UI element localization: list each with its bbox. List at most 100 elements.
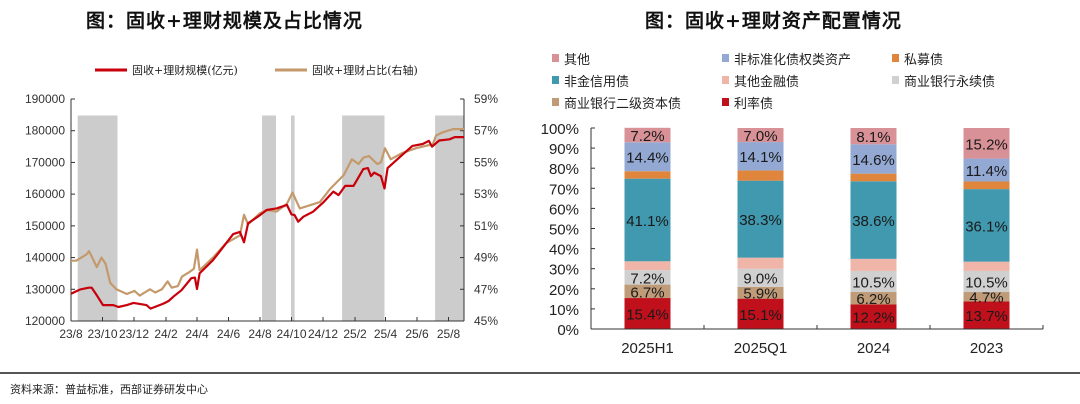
y-tick-label: 40%	[549, 242, 579, 259]
left-chart-title: 图：固收+理财规模及占比情况	[86, 10, 363, 32]
legend-swatch	[722, 54, 729, 62]
data-label: 9.0%	[743, 271, 777, 288]
shaded-period	[77, 115, 118, 322]
bar-segment	[624, 178, 671, 262]
bar-segment	[624, 142, 671, 172]
shaded-period	[435, 115, 464, 322]
data-label: 41.1%	[626, 213, 669, 230]
source-note: 资料来源：普益标准，西部证券研发中心	[10, 383, 208, 396]
data-label: 36.1%	[965, 218, 1008, 235]
y-tick-label: 0%	[557, 322, 579, 339]
x-tick-label: 25/6	[405, 327, 429, 341]
right-y-tick-label: 53%	[474, 187, 498, 201]
legend-label: 非金信用债	[564, 74, 629, 90]
data-label: 6.2%	[856, 291, 890, 308]
data-label: 14.6%	[852, 152, 895, 169]
legend-label: 私募债	[904, 53, 943, 68]
scale-series-line	[70, 136, 464, 310]
bar-segment	[624, 261, 671, 271]
bar-segment	[963, 181, 1010, 190]
bar-segment	[850, 128, 897, 145]
category-label: 2024	[857, 340, 890, 357]
legend-label: 固收+理财规模(亿元)	[132, 63, 238, 77]
left-y-tick-label: 140000	[25, 251, 65, 265]
right-y-tick-label: 47%	[474, 282, 498, 296]
legend-swatch	[552, 76, 559, 84]
legend-label: 非标准化债权类资产	[734, 52, 851, 68]
legend-label: 商业银行二级资本债	[564, 97, 681, 112]
x-tick-label: 24/12	[308, 327, 338, 341]
left-y-tick-label: 130000	[25, 282, 65, 296]
bar-segment	[737, 257, 784, 269]
y-tick-label: 10%	[549, 302, 579, 319]
y-tick-label: 90%	[549, 141, 579, 158]
right-y-tick-label: 57%	[474, 124, 498, 138]
shaded-period	[342, 115, 385, 322]
right-chart-title: 图：固收+理财资产配置情况	[645, 10, 902, 32]
data-label: 15.2%	[965, 136, 1008, 153]
bar-segment	[624, 127, 671, 143]
category-label: 2025H1	[621, 340, 674, 357]
legend-swatch	[722, 98, 729, 106]
bar-segment	[963, 128, 1010, 159]
left-y-tick-label: 120000	[25, 314, 65, 328]
bar-segment	[850, 304, 897, 329]
legend-swatch	[552, 54, 559, 62]
data-label: 38.3%	[739, 212, 782, 229]
bar-segment	[737, 170, 784, 181]
data-label: 6.7%	[630, 284, 664, 301]
bar-segment	[737, 128, 784, 143]
y-tick-label: 80%	[549, 161, 579, 178]
bar-segment	[963, 261, 1010, 271]
x-tick-label: 24/2	[154, 327, 178, 341]
right-y-tick-label: 49%	[474, 251, 498, 265]
y-tick-label: 70%	[549, 181, 579, 198]
y-tick-label: 100%	[541, 121, 579, 138]
left-y-tick-label: 190000	[25, 92, 65, 106]
legend-swatch	[892, 76, 899, 84]
bar-segment	[850, 181, 897, 259]
bar-segment	[737, 298, 784, 329]
data-label: 38.6%	[852, 213, 895, 230]
legend-label: 利率债	[734, 96, 773, 112]
bar-segment	[850, 270, 897, 293]
bar-segment	[850, 258, 897, 271]
bar-segment	[624, 270, 671, 285]
bar-segment	[850, 292, 897, 305]
left-y-tick-label: 180000	[25, 124, 65, 138]
right-y-tick-label: 51%	[474, 219, 498, 233]
left-y-tick-label: 150000	[25, 219, 65, 233]
y-tick-label: 50%	[549, 222, 579, 239]
x-tick-label: 24/8	[248, 327, 272, 341]
legend-label: 其他金融债	[734, 74, 799, 90]
category-label: 2023	[970, 340, 1003, 357]
bar-segment	[963, 189, 1010, 262]
data-label: 14.1%	[739, 149, 782, 166]
data-label: 12.2%	[852, 310, 895, 327]
divider	[0, 372, 1080, 374]
bar-segment	[624, 298, 671, 329]
data-label: 14.4%	[626, 150, 669, 167]
data-label: 10.5%	[852, 274, 895, 291]
bar-segment	[737, 268, 784, 287]
data-label: 8.1%	[856, 129, 890, 146]
bar-segment	[963, 158, 1010, 182]
data-label: 7.2%	[630, 270, 664, 287]
ratio-series-line	[71, 128, 464, 297]
scale-ratio-line-chart: 120000 130000 140000 150000 160000 170000 1800…	[25, 63, 498, 341]
bar-segment	[963, 301, 1010, 329]
bar-segment	[963, 292, 1010, 302]
right-y-tick-label: 55%	[474, 155, 498, 169]
data-label: 15.4%	[626, 307, 669, 324]
x-tick-label: 23/12	[119, 327, 149, 341]
x-tick-label: 23/8	[59, 327, 83, 341]
data-label: 5.9%	[743, 286, 777, 303]
data-label: 4.7%	[969, 290, 1003, 307]
bar-segment	[737, 180, 784, 258]
legend-label: 其他	[564, 53, 590, 68]
x-tick-label: 23/10	[87, 327, 117, 341]
bar-segment	[963, 270, 1010, 293]
legend-label: 固收+理财占比(右轴)	[312, 63, 418, 77]
shaded-period	[290, 115, 295, 322]
x-tick-label: 25/8	[437, 327, 461, 341]
